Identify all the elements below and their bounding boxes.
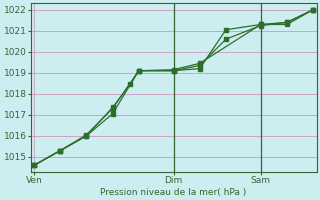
X-axis label: Pression niveau de la mer( hPa ): Pression niveau de la mer( hPa ) [100,188,247,197]
